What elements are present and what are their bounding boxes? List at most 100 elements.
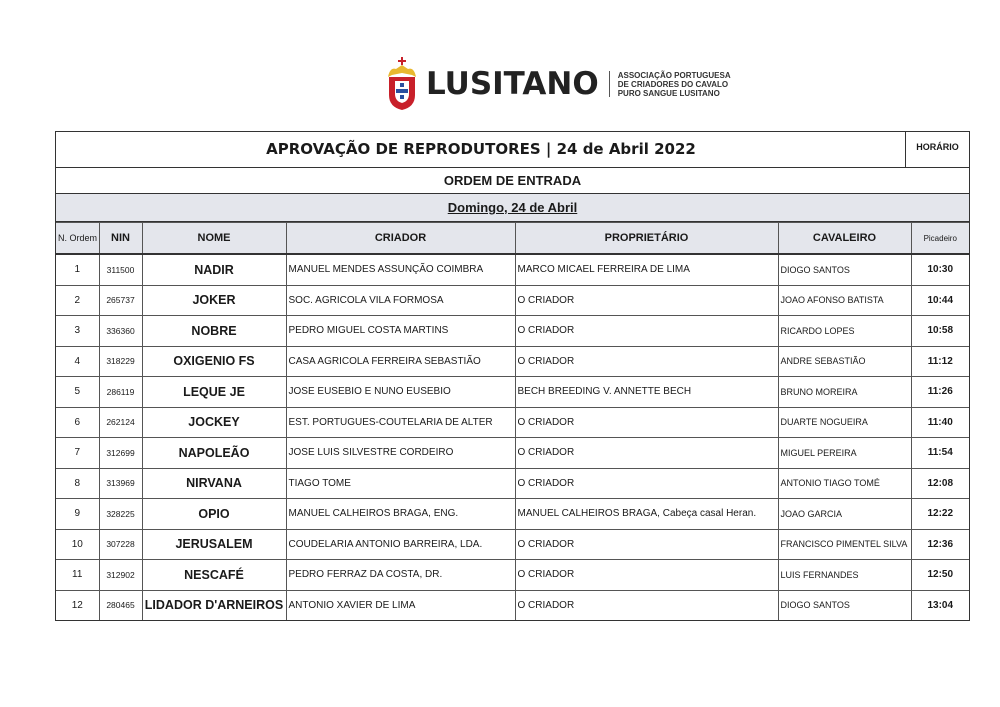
nin-cell: 312699	[98, 437, 143, 469]
cavaleiro-cell: DUARTE NOGUEIRA	[777, 406, 912, 438]
picadeiro-time-cell: 11:26	[910, 376, 969, 408]
criador-cell: PEDRO MIGUEL COSTA MARTINS	[285, 315, 516, 347]
criador-cell: MANUEL CALHEIROS BRAGA, ENG.	[285, 498, 516, 530]
picadeiro-time-cell: 11:40	[910, 406, 969, 438]
cavaleiro-cell: JOAO AFONSO BATISTA	[777, 284, 912, 316]
cavaleiro-cell: ANDRE SEBASTIÃO	[777, 345, 912, 377]
criador-cell: TIAGO TOME	[285, 467, 516, 499]
schedule-table-frame: APROVAÇÃO DE REPRODUTORES | 24 de Abril …	[55, 131, 970, 621]
ordem-cell: 10	[56, 528, 100, 560]
cavaleiro-cell: FRANCISCO PIMENTEL SILVA	[777, 528, 912, 560]
nin-cell: 328225	[98, 498, 143, 530]
ordem-cell: 4	[56, 345, 100, 377]
nin-cell: 318229	[98, 345, 143, 377]
horario-label: HORÁRIO	[905, 132, 969, 167]
table-row: 4 318229 OXIGENIO FS CASA AGRICOLA FERREIRA…	[56, 345, 969, 377]
table-header-row: N. Ordem NIN NOME CRIADOR PROPRIETÁRIO C…	[56, 222, 969, 255]
ordem-cell: 8	[56, 467, 100, 499]
nome-cell: NAPOLEÃO	[141, 437, 287, 469]
nin-cell: 265737	[98, 284, 143, 316]
table-row: 3 336360 NOBRE PEDRO MIGUEL COSTA MARTINS O …	[56, 315, 969, 347]
nin-cell: 280465	[98, 589, 143, 620]
table-row: 10 307228 JERUSALEM COUDELARIA ANTONIO BARR…	[56, 528, 969, 560]
nome-cell: OXIGENIO FS	[141, 345, 287, 377]
cavaleiro-cell: BRUNO MOREIRA	[777, 376, 912, 408]
ordem-cell: 1	[56, 253, 100, 286]
nome-cell: LEQUE JE	[141, 376, 287, 408]
picadeiro-time-cell: 12:08	[910, 467, 969, 499]
crest-icon	[386, 57, 418, 111]
cavaleiro-cell: MIGUEL PEREIRA	[777, 437, 912, 469]
criador-cell: JOSE EUSEBIO E NUNO EUSEBIO	[285, 376, 516, 408]
ordem-cell: 12	[56, 589, 100, 620]
table-row: 12 280465 LIDADOR D'ARNEIROS ANTONIO XAVIER…	[56, 589, 969, 620]
table-row: 9 328225 OPIO MANUEL CALHEIROS BRAGA, ENG. M…	[56, 498, 969, 530]
proprietario-cell: O CRIADOR	[514, 467, 779, 499]
criador-cell: COUDELARIA ANTONIO BARREIRA, LDA.	[285, 528, 516, 560]
day-label: Domingo, 24 de Abril	[447, 200, 578, 215]
ordem-cell: 5	[56, 376, 100, 408]
criador-cell: ANTONIO XAVIER DE LIMA	[285, 589, 516, 620]
table-row: 5 286119 LEQUE JE JOSE EUSEBIO E NUNO EUSEB…	[56, 376, 969, 408]
criador-cell: EST. PORTUGUES-COUTELARIA DE ALTER	[285, 406, 516, 438]
nome-cell: JERUSALEM	[141, 528, 287, 560]
ordem-cell: 11	[56, 559, 100, 591]
criador-cell: PEDRO FERRAZ DA COSTA, DR.	[285, 559, 516, 591]
cavaleiro-cell: LUIS FERNANDES	[777, 559, 912, 591]
nome-cell: NESCAFÉ	[141, 559, 287, 591]
column-header-ordem: N. Ordem	[56, 222, 100, 255]
cavaleiro-cell: RICARDO LOPES	[777, 315, 912, 347]
proprietario-cell: O CRIADOR	[514, 406, 779, 438]
nome-cell: NADIR	[141, 253, 287, 286]
day-heading: Domingo, 24 de Abril	[56, 194, 969, 222]
nome-cell: LIDADOR D'ARNEIROS	[141, 589, 287, 620]
proprietario-cell: O CRIADOR	[514, 559, 779, 591]
proprietario-cell: O CRIADOR	[514, 528, 779, 560]
proprietario-cell: O CRIADOR	[514, 589, 779, 620]
ordem-cell: 9	[56, 498, 100, 530]
column-header-nin: NIN	[98, 222, 143, 255]
section-heading: ORDEM DE ENTRADA	[56, 168, 969, 194]
picadeiro-time-cell: 10:44	[910, 284, 969, 316]
nin-cell: 311500	[98, 253, 143, 286]
proprietario-cell: O CRIADOR	[514, 315, 779, 347]
table-row: 8 313969 NIRVANA TIAGO TOME O CRIADOR ANTONIO…	[56, 467, 969, 499]
criador-cell: MANUEL MENDES ASSUNÇÃO COIMBRA	[285, 253, 516, 286]
nome-cell: NIRVANA	[141, 467, 287, 499]
association-line: PURO SANGUE LUSITANO	[617, 88, 720, 98]
picadeiro-time-cell: 10:30	[910, 253, 969, 286]
document-title: APROVAÇÃO DE REPRODUTORES | 24 de Abril …	[266, 140, 696, 158]
proprietario-cell: MANUEL CALHEIROS BRAGA, Cabeça casal Her…	[514, 498, 779, 530]
nin-cell: 286119	[98, 376, 143, 408]
proprietario-cell: O CRIADOR	[514, 437, 779, 469]
picadeiro-time-cell: 11:54	[910, 437, 969, 469]
column-header-picadeiro: Picadeiro	[910, 222, 969, 255]
column-header-proprietario: PROPRIETÁRIO	[514, 222, 779, 255]
column-header-criador: CRIADOR	[285, 222, 516, 255]
column-header-nome: NOME	[141, 222, 287, 255]
nome-cell: NOBRE	[141, 315, 287, 347]
nin-cell: 307228	[98, 528, 143, 560]
association-line: DE CRIADORES DO CAVALO	[617, 79, 729, 89]
nome-cell: JOCKEY	[141, 406, 287, 438]
table-row: 2 265737 JOKER SOC. AGRICOLA VILA FORMOSA O …	[56, 284, 969, 316]
criador-cell: SOC. AGRICOLA VILA FORMOSA	[285, 284, 516, 316]
nin-cell: 336360	[98, 315, 143, 347]
association-line: ASSOCIAÇÃO PORTUGUESA	[617, 70, 731, 80]
column-header-cavaleiro: CAVALEIRO	[777, 222, 912, 255]
table-row: 6 262124 JOCKEY EST. PORTUGUES-COUTELARIA D…	[56, 406, 969, 438]
cavaleiro-cell: DIOGO SANTOS	[777, 589, 912, 620]
title-row: APROVAÇÃO DE REPRODUTORES | 24 de Abril …	[56, 132, 969, 168]
ordem-cell: 7	[56, 437, 100, 469]
table-row: 1 311500 NADIR MANUEL MENDES ASSUNÇÃO COIMB…	[56, 253, 969, 286]
nin-cell: 262124	[98, 406, 143, 438]
association-name: ASSOCIAÇÃO PORTUGUESA DE CRIADORES DO CA…	[618, 71, 731, 98]
picadeiro-time-cell: 12:36	[910, 528, 969, 560]
proprietario-cell: BECH BREEDING V. ANNETTE BECH	[514, 376, 779, 408]
nin-cell: 313969	[98, 467, 143, 499]
ordem-cell: 2	[56, 284, 100, 316]
criador-cell: JOSE LUIS SILVESTRE CORDEIRO	[285, 437, 516, 469]
picadeiro-time-cell: 10:58	[910, 315, 969, 347]
schedule-table: N. Ordem NIN NOME CRIADOR PROPRIETÁRIO C…	[56, 222, 969, 620]
nome-cell: JOKER	[141, 284, 287, 316]
